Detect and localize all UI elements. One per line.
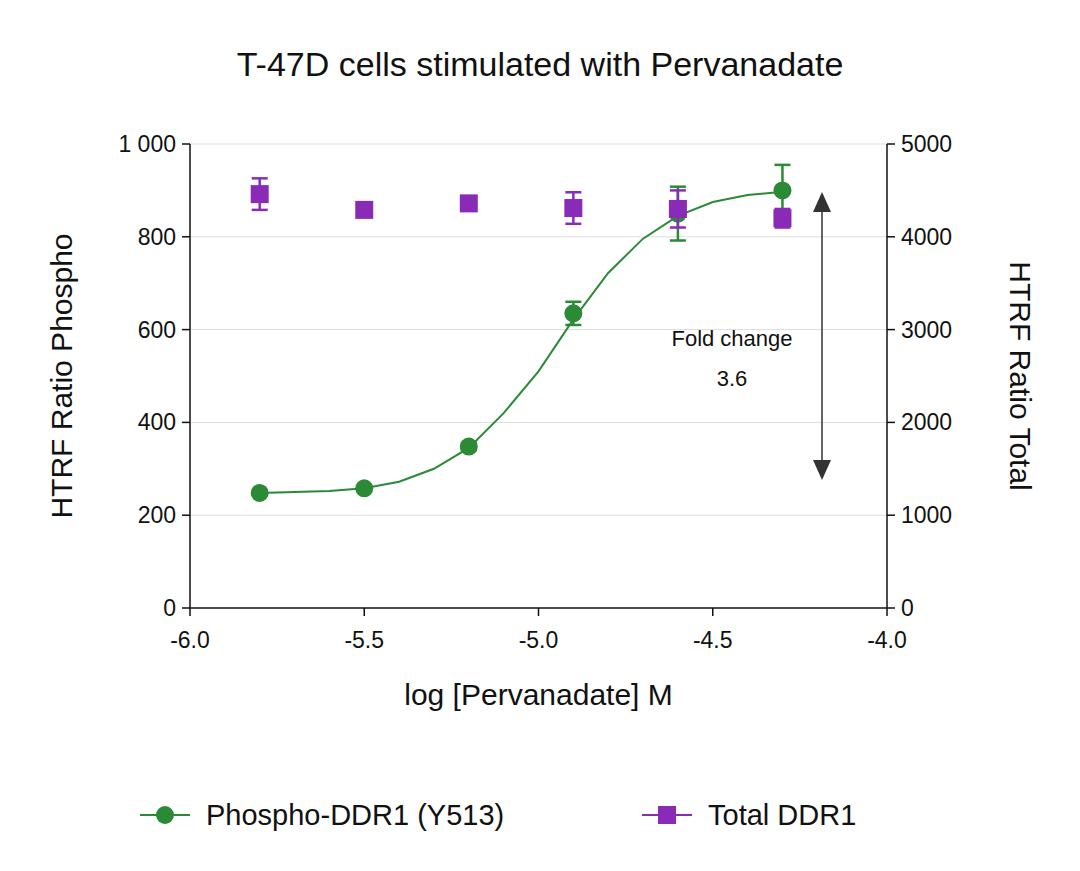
error-bar [774,165,790,216]
point [773,209,791,227]
point [355,201,373,219]
annotation: 3.6 [717,366,748,391]
point [355,479,373,497]
error-cap [774,164,790,167]
y2-tick-label: 4000 [901,224,952,250]
y2-tick [887,607,895,609]
y-axis [189,144,191,608]
error-cap [252,209,268,212]
y-tick-label: 400 [138,409,176,435]
y2-tick-label: 0 [901,595,914,621]
chart: T-47D cells stimulated with Pervanadate 0… [0,0,1080,871]
error-cap [252,177,268,180]
x-tick [364,608,366,616]
x-tick-label: -6.0 [170,627,210,653]
point [251,484,269,502]
x-axis [190,607,887,609]
error-bar [670,187,686,241]
point [251,185,269,203]
legend-label: Phospho-DDR1 (Y513) [206,799,504,831]
error-bar [670,190,686,227]
point [460,194,478,212]
error-bar [565,302,581,325]
error-cap [670,185,686,188]
y-tick-label: 200 [138,502,176,528]
arrow-head [813,460,831,480]
y-tick-label: 1 000 [118,131,176,157]
point [669,200,687,218]
x-tick-label: -4.5 [693,627,733,653]
y2-tick-label: 5000 [901,131,952,157]
point [773,181,791,199]
legend-line [642,814,692,816]
error-bar [565,192,581,224]
grid-line [190,236,887,237]
error-cap [670,239,686,242]
y2-tick-label: 2000 [901,409,952,435]
grid-line [190,422,887,423]
y2-tick [887,143,895,145]
y2-tick [887,514,895,516]
y-tick [182,236,190,238]
error-bar [252,178,268,210]
y2-axis [886,144,888,608]
x-tick [189,608,191,616]
arrow-head [813,192,831,212]
y-tick [182,143,190,145]
y-tick-label: 0 [163,595,176,621]
y2-tick-label: 1000 [901,502,952,528]
grid-line [190,144,887,145]
y-tick-label: 800 [138,224,176,250]
plot-area [251,165,792,502]
y-tick-label: 600 [138,317,176,343]
x-tick-label: -5.0 [519,627,559,653]
y-axis-label: HTRF Ratio Phospho [45,233,78,518]
legend-item: Total DDR1 [642,799,856,831]
fit-curve [260,192,783,493]
error-cap [670,226,686,229]
annotation: Fold change [671,326,792,351]
point [564,304,582,322]
legend-item: Phospho-DDR1 (Y513) [140,799,504,831]
y2-tick [887,329,895,331]
error-cap [565,223,581,226]
error-cap [565,324,581,327]
error-bar [774,209,790,228]
annotation-arrow [821,205,823,468]
y-tick [182,329,190,331]
x-axis-label: log [Pervanadate] M [404,678,673,711]
y-tick [182,514,190,516]
x-tick [886,608,888,616]
legend-label: Total DDR1 [708,799,856,831]
legend-marker [156,806,174,824]
y-tick [182,607,190,609]
y2-tick [887,236,895,238]
error-cap [565,191,581,194]
y2-tick-label: 3000 [901,317,952,343]
point [564,199,582,217]
title: T-47D cells stimulated with Pervanadate [237,45,844,83]
grid-line [190,515,887,516]
x-tick [538,608,540,616]
y2-tick [887,422,895,424]
point [460,438,478,456]
error-cap [565,301,581,304]
y2-axis-label: HTRF Ratio Total [1004,261,1037,491]
x-tick-label: -4.0 [867,627,907,653]
x-tick-label: -5.5 [344,627,384,653]
x-tick [712,608,714,616]
y-tick [182,422,190,424]
error-cap [670,189,686,192]
